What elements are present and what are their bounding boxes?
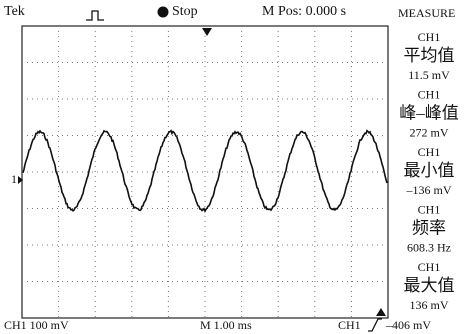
measure-title: MEASURE	[398, 6, 455, 20]
measure-channel: CH1	[418, 87, 441, 101]
trigger-source: CH1	[338, 318, 361, 332]
channel-scale: CH1 100 mV	[4, 318, 69, 332]
channel-marker: 1	[11, 172, 17, 186]
measure-value: 11.5 mV	[408, 68, 450, 82]
measure-value: 136 mV	[410, 298, 449, 312]
measure-channel: CH1	[418, 145, 441, 159]
horizontal-position: M Pos: 0.000 s	[262, 4, 346, 19]
measure-value: 272 mV	[410, 125, 449, 139]
measure-name: 最大值	[404, 276, 455, 295]
oscilloscope-screen: Tek Stop M Pos: 0.000 s MEASURE 1 CH1 平均值…	[0, 0, 471, 334]
time-scale: M 1.00 ms	[200, 318, 252, 332]
measure-name: 最小值	[404, 161, 455, 180]
measure-value: –136 mV	[406, 183, 452, 197]
measure-channel: CH1	[418, 202, 441, 216]
trigger-level: –406 mV	[385, 318, 431, 332]
measure-value: 608.3 Hz	[407, 240, 451, 254]
background	[0, 0, 471, 334]
measure-name: 频率	[412, 218, 446, 237]
measure-name: 平均值	[404, 46, 455, 65]
measure-channel: CH1	[418, 30, 441, 44]
stop-icon	[158, 7, 169, 18]
run-status: Stop	[172, 4, 198, 19]
brand: Tek	[4, 4, 25, 19]
measure-name: 峰–峰值	[399, 103, 459, 122]
measure-channel: CH1	[418, 260, 441, 274]
